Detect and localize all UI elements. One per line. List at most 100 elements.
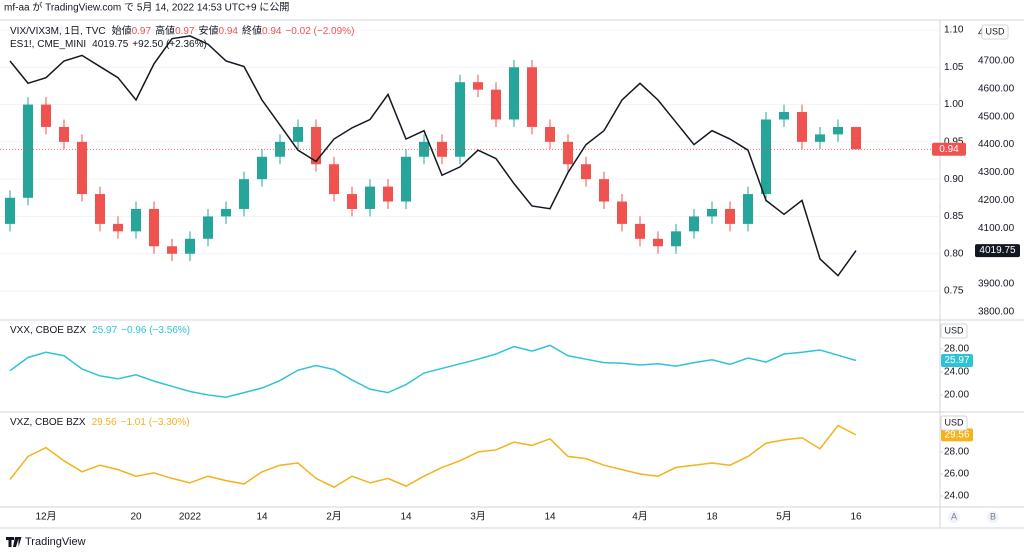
candle-body (41, 104, 51, 127)
legend-name: ES1!, CME_MINI (10, 39, 86, 50)
candle-body (455, 82, 465, 157)
candle-body (833, 126, 843, 135)
es-line (9, 35, 857, 277)
unit-box (940, 415, 968, 431)
log-scale-button[interactable]: B (990, 511, 996, 521)
x-tick-label: 20 (130, 512, 142, 523)
y2-tick-label: 4700.00 (978, 56, 1015, 67)
legend-ohlc-label: 高値 (155, 24, 175, 37)
legend-ohlc-value: 0.97 (132, 26, 152, 37)
y-tick-label: 0.85 (944, 211, 964, 222)
legend-value: 29.56 (92, 417, 117, 428)
y-tick-label: 1.05 (944, 62, 964, 73)
candle-body (527, 67, 537, 127)
legend: VXZ, CBOE BZX 29.56 −1.01 (−3.30%) (10, 417, 190, 428)
y-tick-label: 0.90 (944, 174, 964, 185)
candle-body (149, 208, 159, 247)
candle-body (815, 134, 825, 142)
y2-tick-label: 3800.00 (978, 307, 1015, 318)
legend-value: 4019.75 (92, 39, 129, 50)
y-tick-label: 0.80 (944, 248, 964, 259)
y-tick-label: 0.75 (944, 286, 964, 297)
candle-body (725, 208, 735, 224)
last-price-badge-bg (932, 142, 966, 156)
unit-box (981, 24, 1009, 40)
legend-ohlc-value: 0.94 (262, 26, 282, 37)
legend-ohlc-value: 0.97 (175, 26, 195, 37)
y-tick-label: 28.00 (944, 447, 969, 458)
candle-body (5, 197, 15, 224)
x-tick-label: 2022 (179, 512, 202, 523)
x-tick-label: 4月 (632, 511, 648, 523)
candle-body (509, 67, 519, 120)
candle-body (203, 216, 213, 239)
auto-scale-button[interactable]: A (951, 511, 957, 521)
legend-name: VXX, CBOE BZX (10, 325, 86, 336)
legend-change: +92.50 (+2.36%) (132, 39, 207, 50)
y2-tick-label: 4400.00 (978, 139, 1015, 150)
y-tick-label: 20.00 (944, 390, 969, 401)
candle-body (113, 223, 123, 232)
legend-ohlc-label: 終値 (242, 24, 262, 37)
legend-change: −1.01 (−3.30%) (121, 417, 190, 428)
x-tick-label: 14 (256, 512, 268, 523)
candle-body (581, 164, 591, 180)
button-bg[interactable] (948, 511, 960, 523)
candle-body (491, 89, 501, 120)
legend-name: VXZ, CBOE BZX (10, 417, 86, 428)
candle-body (599, 179, 609, 202)
legend-name: VIX/VIX3M, 1日, TVC (10, 26, 106, 37)
y-tick-label: 24.00 (944, 367, 969, 378)
candle-body (761, 119, 771, 195)
header-text: mf-aa が TradingView.com で 5月 14, 2022 14… (4, 1, 289, 14)
candle-body (167, 246, 177, 254)
last-value-badge-bg (941, 428, 973, 442)
candle-body (59, 126, 69, 142)
candle-body (365, 186, 375, 209)
price-line (9, 344, 857, 399)
y2-tick-label: 4500.00 (978, 111, 1015, 122)
candle-body (185, 238, 195, 254)
legend-main: VIX/VIX3M, 1日, TVC 始値0.97 高値0.97 安値0.94 終値0.… (10, 24, 354, 37)
y2-tick-label: 4100.00 (978, 223, 1015, 234)
candle-body (563, 141, 573, 165)
candle-body (635, 223, 645, 239)
candle-body (797, 112, 807, 142)
candle-body (95, 194, 105, 224)
candle-body (671, 231, 681, 247)
x-tick-label: 3月 (470, 511, 486, 523)
last-value-badge: 25.97 (944, 355, 969, 366)
overlay-price-badge: 4019.75 (979, 245, 1016, 256)
unit-label: USD (944, 325, 964, 335)
y-tick-label: 26.00 (944, 469, 969, 480)
candle-body (779, 112, 789, 120)
candle-body (401, 156, 411, 202)
legend-change: −0.02 (−2.09%) (285, 26, 354, 37)
candle-body (239, 179, 249, 209)
candle-body (77, 141, 87, 195)
button-bg[interactable] (987, 511, 999, 523)
unit-label: USD (985, 26, 1005, 36)
y-tick-label: 24.00 (944, 491, 969, 502)
y-tick-label: 1.00 (944, 99, 964, 110)
candle-body (221, 208, 231, 217)
x-tick-label: 18 (706, 512, 718, 523)
candle-body (473, 82, 483, 90)
y-tick-label: 1.10 (944, 25, 964, 36)
candle-body (743, 194, 753, 224)
x-tick-label: 12月 (35, 511, 56, 523)
candle-body (329, 164, 339, 195)
y2-tick-label: 4200.00 (978, 195, 1015, 206)
y-tick-label: 28.00 (944, 343, 969, 354)
legend: VXX, CBOE BZX 25.97 −0.96 (−3.56%) (10, 325, 190, 336)
candle-body (419, 141, 429, 157)
logo (6, 537, 22, 547)
y-tick-label: 0.95 (944, 136, 964, 147)
legend-ohlc-label: 始値 (112, 24, 132, 37)
candle-body (293, 126, 303, 142)
x-tick-label: 14 (544, 512, 556, 523)
x-tick-label: 5月 (776, 511, 792, 523)
candle-body (545, 126, 555, 142)
candle-body (23, 104, 33, 198)
